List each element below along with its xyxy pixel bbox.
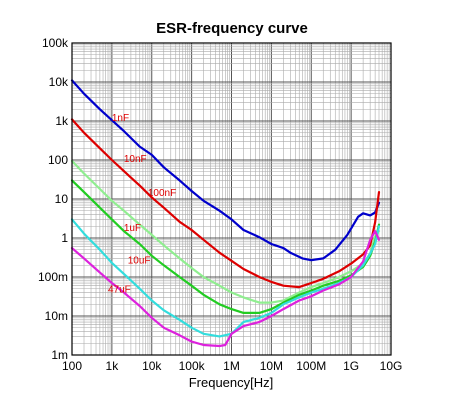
series-line-1uf [70,179,381,314]
y-tick-label: 10m [45,309,68,323]
y-tick-label: 100 [48,153,68,167]
series-line-47uf [70,230,381,348]
y-tick-label: 100m [38,270,68,284]
x-tick-label: 10M [260,359,283,373]
x-tick-label: 1M [223,359,240,373]
series-label-47uf: 47uF [108,285,131,296]
axis-ticks: 100 1k 10k 100k 1M 10M 100M 1G 10G 1m 10m 100m 1 10 10… [38,36,402,373]
series-line-1nf [70,79,381,262]
y-tick-label: 1m [51,348,68,362]
y-tick-label: 10k [49,75,69,89]
x-tick-label: 1k [106,359,120,373]
x-tick-label: 100k [179,359,206,373]
series-label-10nf: 10nF [124,154,147,165]
y-tick-label: 10 [55,192,69,206]
series-label-1uf: 1uF [124,223,141,234]
series-line-10nf [70,118,381,289]
x-tick-label: 100M [296,359,326,373]
y-tick-label: 1k [55,114,69,128]
x-axis-title: Frequency[Hz] [189,375,274,390]
series-label-1nf: 1nF [112,113,129,124]
x-tick-label: 10G [380,359,403,373]
series-lines [70,79,381,348]
series-label-100nf: 100nF [148,188,176,199]
x-tick-label: 10k [142,359,162,373]
plot-frame [71,42,392,356]
x-tick-label: 100 [62,359,82,373]
series-line-100nf [70,159,381,304]
x-tick-label: 1G [343,359,359,373]
series-labels: 1nF 10nF 100nF 1uF 10uF 47uF [108,113,176,296]
series-label-10uf: 10uF [128,256,151,267]
chart-title: ESR-frequency curve [156,20,308,37]
y-tick-label: 1 [61,231,68,245]
y-tick-label: 100k [42,36,69,50]
